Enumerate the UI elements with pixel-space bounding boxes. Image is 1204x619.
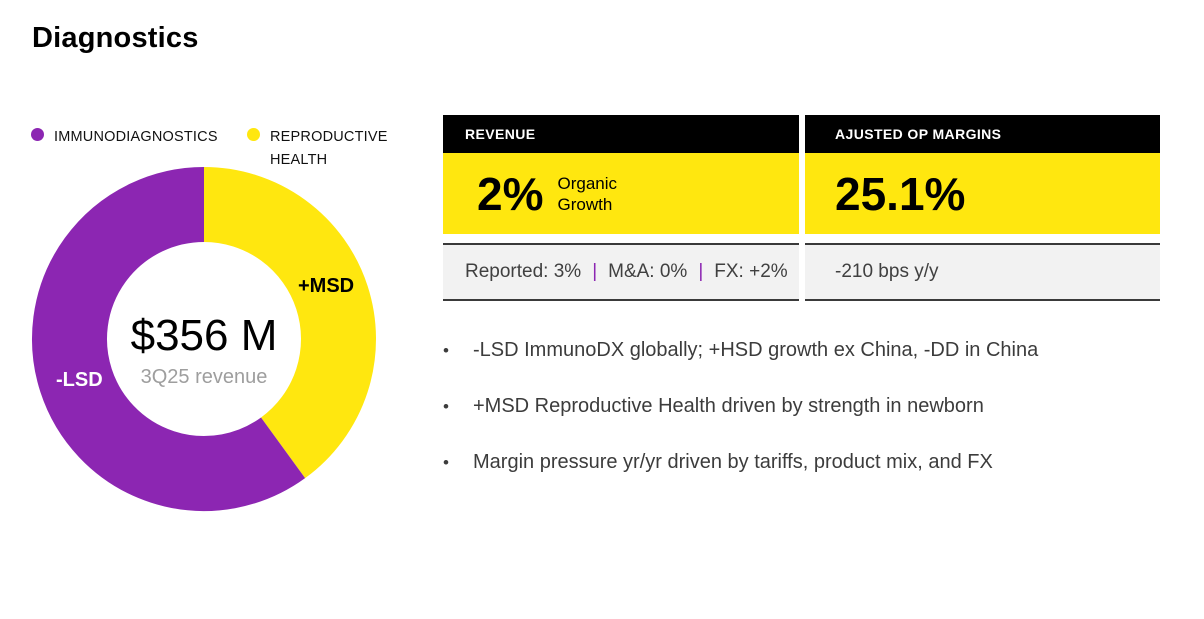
bullet-text: Margin pressure yr/yr driven by tariffs,… <box>473 451 993 473</box>
legend-item-immunodiagnostics: IMMUNODIAGNOSTICS <box>31 126 218 149</box>
revenue-breakdown-mna: M&A: 0% <box>608 261 688 282</box>
revenue-breakdown-reported: Reported: 3% <box>465 261 582 282</box>
donut-segment-immunodiagnostics <box>32 167 306 511</box>
revenue-breakdown-bar: Reported: 3% | M&A: 0% | FX: +2% <box>443 243 799 301</box>
margins-value: 25.1% <box>835 167 966 220</box>
bullet-item: • Margin pressure yr/yr driven by tariff… <box>443 451 1163 474</box>
donut-center-value: $356 M <box>130 311 278 360</box>
bullet-marker: • <box>443 453 449 472</box>
bullet-marker: • <box>443 341 449 360</box>
revenue-card-body: 2% Organic Growth <box>443 153 799 234</box>
bullet-text: +MSD Reproductive Health driven by stren… <box>473 395 984 417</box>
legend-item-reproductive-health: REPRODUCTIVE HEALTH <box>247 126 405 172</box>
bullet-item: • -LSD ImmunoDX globally; +HSD growth ex… <box>443 339 1163 362</box>
donut-segment-reproductive-health <box>202 167 376 479</box>
margins-card: AJUSTED OP MARGINS 25.1% -210 bps y/y <box>805 115 1160 301</box>
margins-card-title: AJUSTED OP MARGINS <box>835 126 1002 142</box>
slice-annotation-lsd: -LSD <box>56 369 103 391</box>
bullet-item: • +MSD Reproductive Health driven by str… <box>443 395 1163 418</box>
donut-center-caption: 3Q25 revenue <box>140 366 268 388</box>
legend-label: REPRODUCTIVE HEALTH <box>270 129 388 168</box>
margins-card-body: 25.1% <box>805 153 1160 234</box>
revenue-card-header: REVENUE <box>443 115 799 153</box>
breakdown-separator: | <box>592 261 598 282</box>
revenue-value-label: Organic Growth <box>557 173 618 214</box>
bullet-text: -LSD ImmunoDX globally; +HSD growth ex C… <box>473 339 1039 361</box>
legend-label: IMMUNODIAGNOSTICS <box>54 129 218 145</box>
revenue-breakdown-fx: FX: +2% <box>714 261 788 282</box>
breakdown-separator: | <box>698 261 704 282</box>
margins-note-bar: -210 bps y/y <box>805 243 1160 301</box>
legend-dot-yellow-icon <box>247 128 260 141</box>
revenue-value: 2% <box>477 167 544 220</box>
revenue-card: REVENUE 2% Organic Growth Reported: 3% |… <box>443 115 799 301</box>
legend-dot-purple-icon <box>31 128 44 141</box>
slice-annotation-msd: +MSD <box>298 275 355 297</box>
donut-chart <box>32 167 376 511</box>
page-title: Diagnostics <box>32 22 199 54</box>
bullet-marker: • <box>443 397 449 416</box>
margins-card-header: AJUSTED OP MARGINS <box>805 115 1160 153</box>
bullet-list: • -LSD ImmunoDX globally; +HSD growth ex… <box>443 339 1163 507</box>
margins-note: -210 bps y/y <box>835 261 939 282</box>
donut-center: $356 M 3Q25 revenue <box>96 311 312 389</box>
revenue-card-title: REVENUE <box>465 126 536 142</box>
